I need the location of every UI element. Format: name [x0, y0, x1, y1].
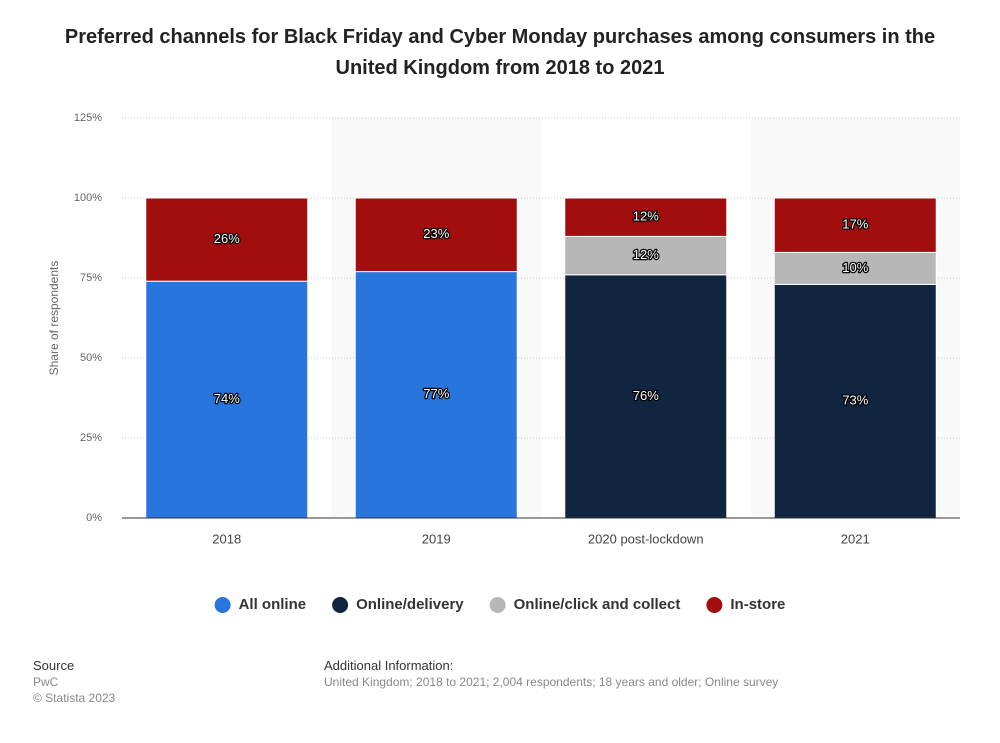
- y-tick-label: 0%: [86, 512, 102, 524]
- y-axis-label: Share of respondents: [47, 261, 61, 376]
- x-tick-label: 2020 post-lockdown: [588, 531, 704, 546]
- value-label: 10%: [842, 260, 868, 275]
- info-block: Additional Information: United Kingdom; …: [324, 658, 778, 690]
- source-block: Source PwC © Statista 2023: [33, 658, 115, 706]
- value-label: 12%: [633, 247, 659, 262]
- value-label: 12%: [633, 209, 659, 224]
- legend-marker: [706, 597, 723, 613]
- bar-segment: [564, 197, 728, 237]
- source-heading: Source: [33, 658, 75, 673]
- legend-label: Online/delivery: [356, 596, 464, 613]
- value-label: 23%: [423, 226, 449, 241]
- bar-segment: [773, 197, 937, 253]
- y-tick-label: 100%: [74, 192, 102, 204]
- source: PwC: [33, 675, 59, 689]
- info-heading: Additional Information:: [324, 658, 454, 673]
- bar-segment: [773, 251, 937, 285]
- bar-segment: [354, 197, 518, 273]
- legend-label: All online: [239, 596, 307, 613]
- value-label: 26%: [214, 231, 240, 246]
- y-tick-label: 50%: [80, 352, 102, 364]
- bar-segment: [564, 235, 728, 276]
- value-label: 17%: [842, 217, 868, 232]
- legend-marker: [489, 597, 506, 613]
- bar-segment: [145, 280, 309, 519]
- legend-marker: [332, 597, 349, 613]
- legend-marker: [214, 597, 231, 613]
- y-tick-label: 25%: [80, 432, 102, 444]
- value-label: 76%: [633, 388, 659, 403]
- value-label: 77%: [423, 386, 449, 401]
- chart-title: Preferred channels for Black Friday and …: [64, 26, 936, 79]
- x-tick-label: 2021: [841, 531, 870, 546]
- value-label: 74%: [214, 391, 240, 406]
- legend-label: Online/click and collect: [514, 596, 681, 613]
- bar-segment: [145, 197, 309, 282]
- y-tick-label: 125%: [74, 112, 102, 124]
- legend-label: In-store: [730, 596, 785, 613]
- y-tick-label: 75%: [80, 272, 102, 284]
- x-tick-label: 2019: [422, 531, 451, 546]
- copyright: © Statista 2023: [33, 691, 116, 705]
- x-tick-label: 2018: [212, 531, 241, 546]
- bar-segment: [773, 283, 937, 519]
- value-label: 73%: [842, 393, 868, 408]
- info: United Kingdom; 2018 to 2021; 2,004 resp…: [324, 675, 779, 689]
